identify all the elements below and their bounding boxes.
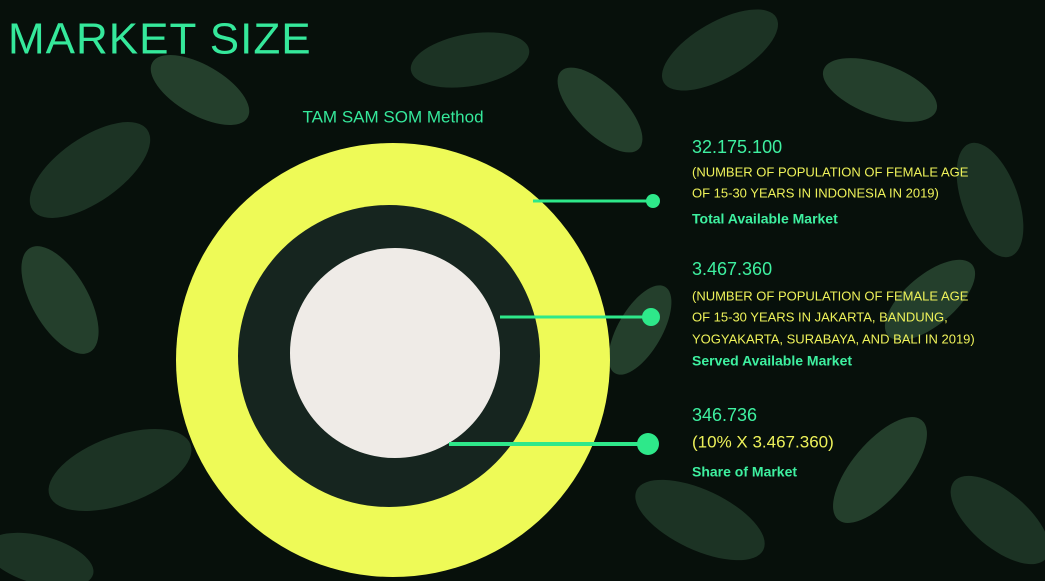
market-description: (NUMBER OF POPULATION OF FEMALE AGE [692, 164, 969, 179]
subtitle: TAM SAM SOM Method [302, 107, 483, 126]
connector-dot [642, 308, 660, 326]
som-circle [290, 248, 500, 458]
market-label: Served Available Market [692, 353, 852, 369]
connector-dot [646, 194, 660, 208]
market-description: YOGYAKARTA, SURABAYA, AND BALI IN 2019) [692, 331, 975, 346]
market-label: Share of Market [692, 464, 797, 480]
slide: MARKET SIZE TAM SAM SOM Method 32.175.10… [0, 0, 1045, 581]
title: MARKET SIZE [8, 15, 312, 64]
market-description: (10% X 3.467.360) [692, 432, 834, 451]
market-description: (NUMBER OF POPULATION OF FEMALE AGE [692, 288, 969, 303]
market-description: OF 15-30 YEARS IN JAKARTA, BANDUNG, [692, 309, 948, 324]
market-value: 346.736 [692, 405, 757, 425]
market-value: 3.467.360 [692, 259, 772, 279]
connector-dot [637, 433, 659, 455]
market-value: 32.175.100 [692, 137, 782, 157]
market-description: OF 15-30 YEARS IN INDONESIA IN 2019) [692, 185, 939, 200]
market-label: Total Available Market [692, 211, 838, 227]
